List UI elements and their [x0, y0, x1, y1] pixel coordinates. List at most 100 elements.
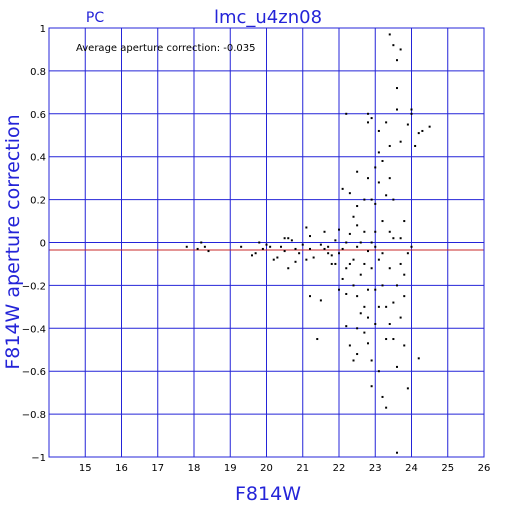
data-point [392, 301, 395, 304]
data-point [185, 245, 188, 248]
data-point [374, 288, 377, 291]
data-point [385, 305, 388, 308]
data-point [323, 247, 326, 250]
data-point [341, 247, 344, 250]
data-point [392, 237, 395, 240]
data-point [345, 292, 348, 295]
data-point [363, 262, 366, 265]
data-point [356, 170, 359, 173]
x-axis-label: F814W [235, 483, 301, 505]
x-tick-label: 18 [188, 463, 201, 474]
data-point [421, 129, 424, 132]
data-point [348, 232, 351, 235]
y-tick-label: 1 [40, 24, 46, 35]
data-point [388, 267, 391, 270]
data-point [396, 59, 398, 62]
data-point [305, 226, 308, 229]
data-point [417, 132, 420, 135]
data-point [406, 387, 409, 390]
data-point [410, 108, 413, 111]
data-point [287, 237, 290, 240]
data-point [367, 250, 369, 253]
data-point [385, 406, 388, 409]
y-tick-label: 0 [40, 239, 46, 250]
data-point [370, 267, 373, 270]
y-tick-label: −0.4 [22, 324, 46, 335]
x-tick-label: 20 [260, 463, 273, 474]
data-points [185, 33, 431, 454]
data-point [396, 87, 398, 90]
data-point [370, 117, 373, 120]
average-annotation: Average aperture correction: -0.035 [76, 43, 256, 54]
data-point [352, 284, 355, 287]
data-point [363, 331, 366, 334]
data-point [345, 241, 348, 244]
data-point [370, 385, 373, 388]
plot-frame [48, 27, 485, 458]
x-tick-label: 26 [478, 463, 491, 474]
data-point [207, 250, 210, 253]
data-point [377, 151, 380, 154]
data-point [363, 230, 366, 233]
data-point [385, 121, 388, 124]
data-point [280, 245, 282, 248]
y-tick-label: −0.2 [22, 281, 46, 292]
data-point [319, 243, 322, 246]
data-point [403, 273, 406, 276]
chart-title: lmc_u4zn08 [214, 7, 322, 28]
data-point [352, 258, 355, 261]
data-point [410, 112, 413, 115]
data-point [312, 256, 315, 259]
x-tick-label: 17 [151, 463, 164, 474]
data-point [381, 220, 384, 223]
y-tick-label: 0.6 [30, 110, 46, 121]
data-point [403, 220, 406, 223]
data-point [392, 44, 395, 47]
data-point [374, 166, 377, 169]
data-point [327, 245, 330, 248]
data-point [367, 342, 369, 345]
data-point [367, 288, 369, 291]
data-point [399, 316, 402, 319]
data-point [356, 224, 359, 227]
data-point [356, 205, 359, 208]
data-point [381, 395, 384, 398]
data-point [269, 245, 272, 248]
data-point [377, 370, 380, 373]
y-tick-label: −1 [31, 453, 46, 464]
data-point [283, 250, 286, 253]
data-point [374, 202, 377, 205]
data-point [258, 241, 261, 244]
data-point [356, 327, 359, 330]
data-point [359, 312, 362, 315]
x-tick-label: 25 [441, 463, 454, 474]
data-point [301, 243, 304, 246]
data-point [385, 338, 388, 341]
data-point [272, 258, 275, 261]
data-point [330, 262, 333, 265]
data-point [392, 338, 395, 341]
data-point [374, 245, 377, 248]
data-point [381, 284, 384, 287]
data-point [345, 267, 348, 270]
data-point [305, 258, 308, 261]
data-point [396, 284, 398, 287]
x-tick-label: 22 [333, 463, 346, 474]
data-point [377, 305, 380, 308]
data-point [203, 245, 206, 248]
data-point [367, 316, 369, 319]
data-point [414, 144, 417, 147]
grid-lines [49, 27, 485, 458]
data-point [363, 198, 366, 201]
data-point [388, 33, 391, 36]
data-point [352, 215, 355, 218]
data-point [251, 254, 253, 257]
data-point [385, 194, 388, 197]
data-point [200, 241, 203, 244]
data-point [196, 247, 199, 250]
data-point [359, 273, 362, 276]
data-point [388, 144, 391, 147]
data-point [309, 235, 311, 238]
data-point [406, 252, 409, 255]
